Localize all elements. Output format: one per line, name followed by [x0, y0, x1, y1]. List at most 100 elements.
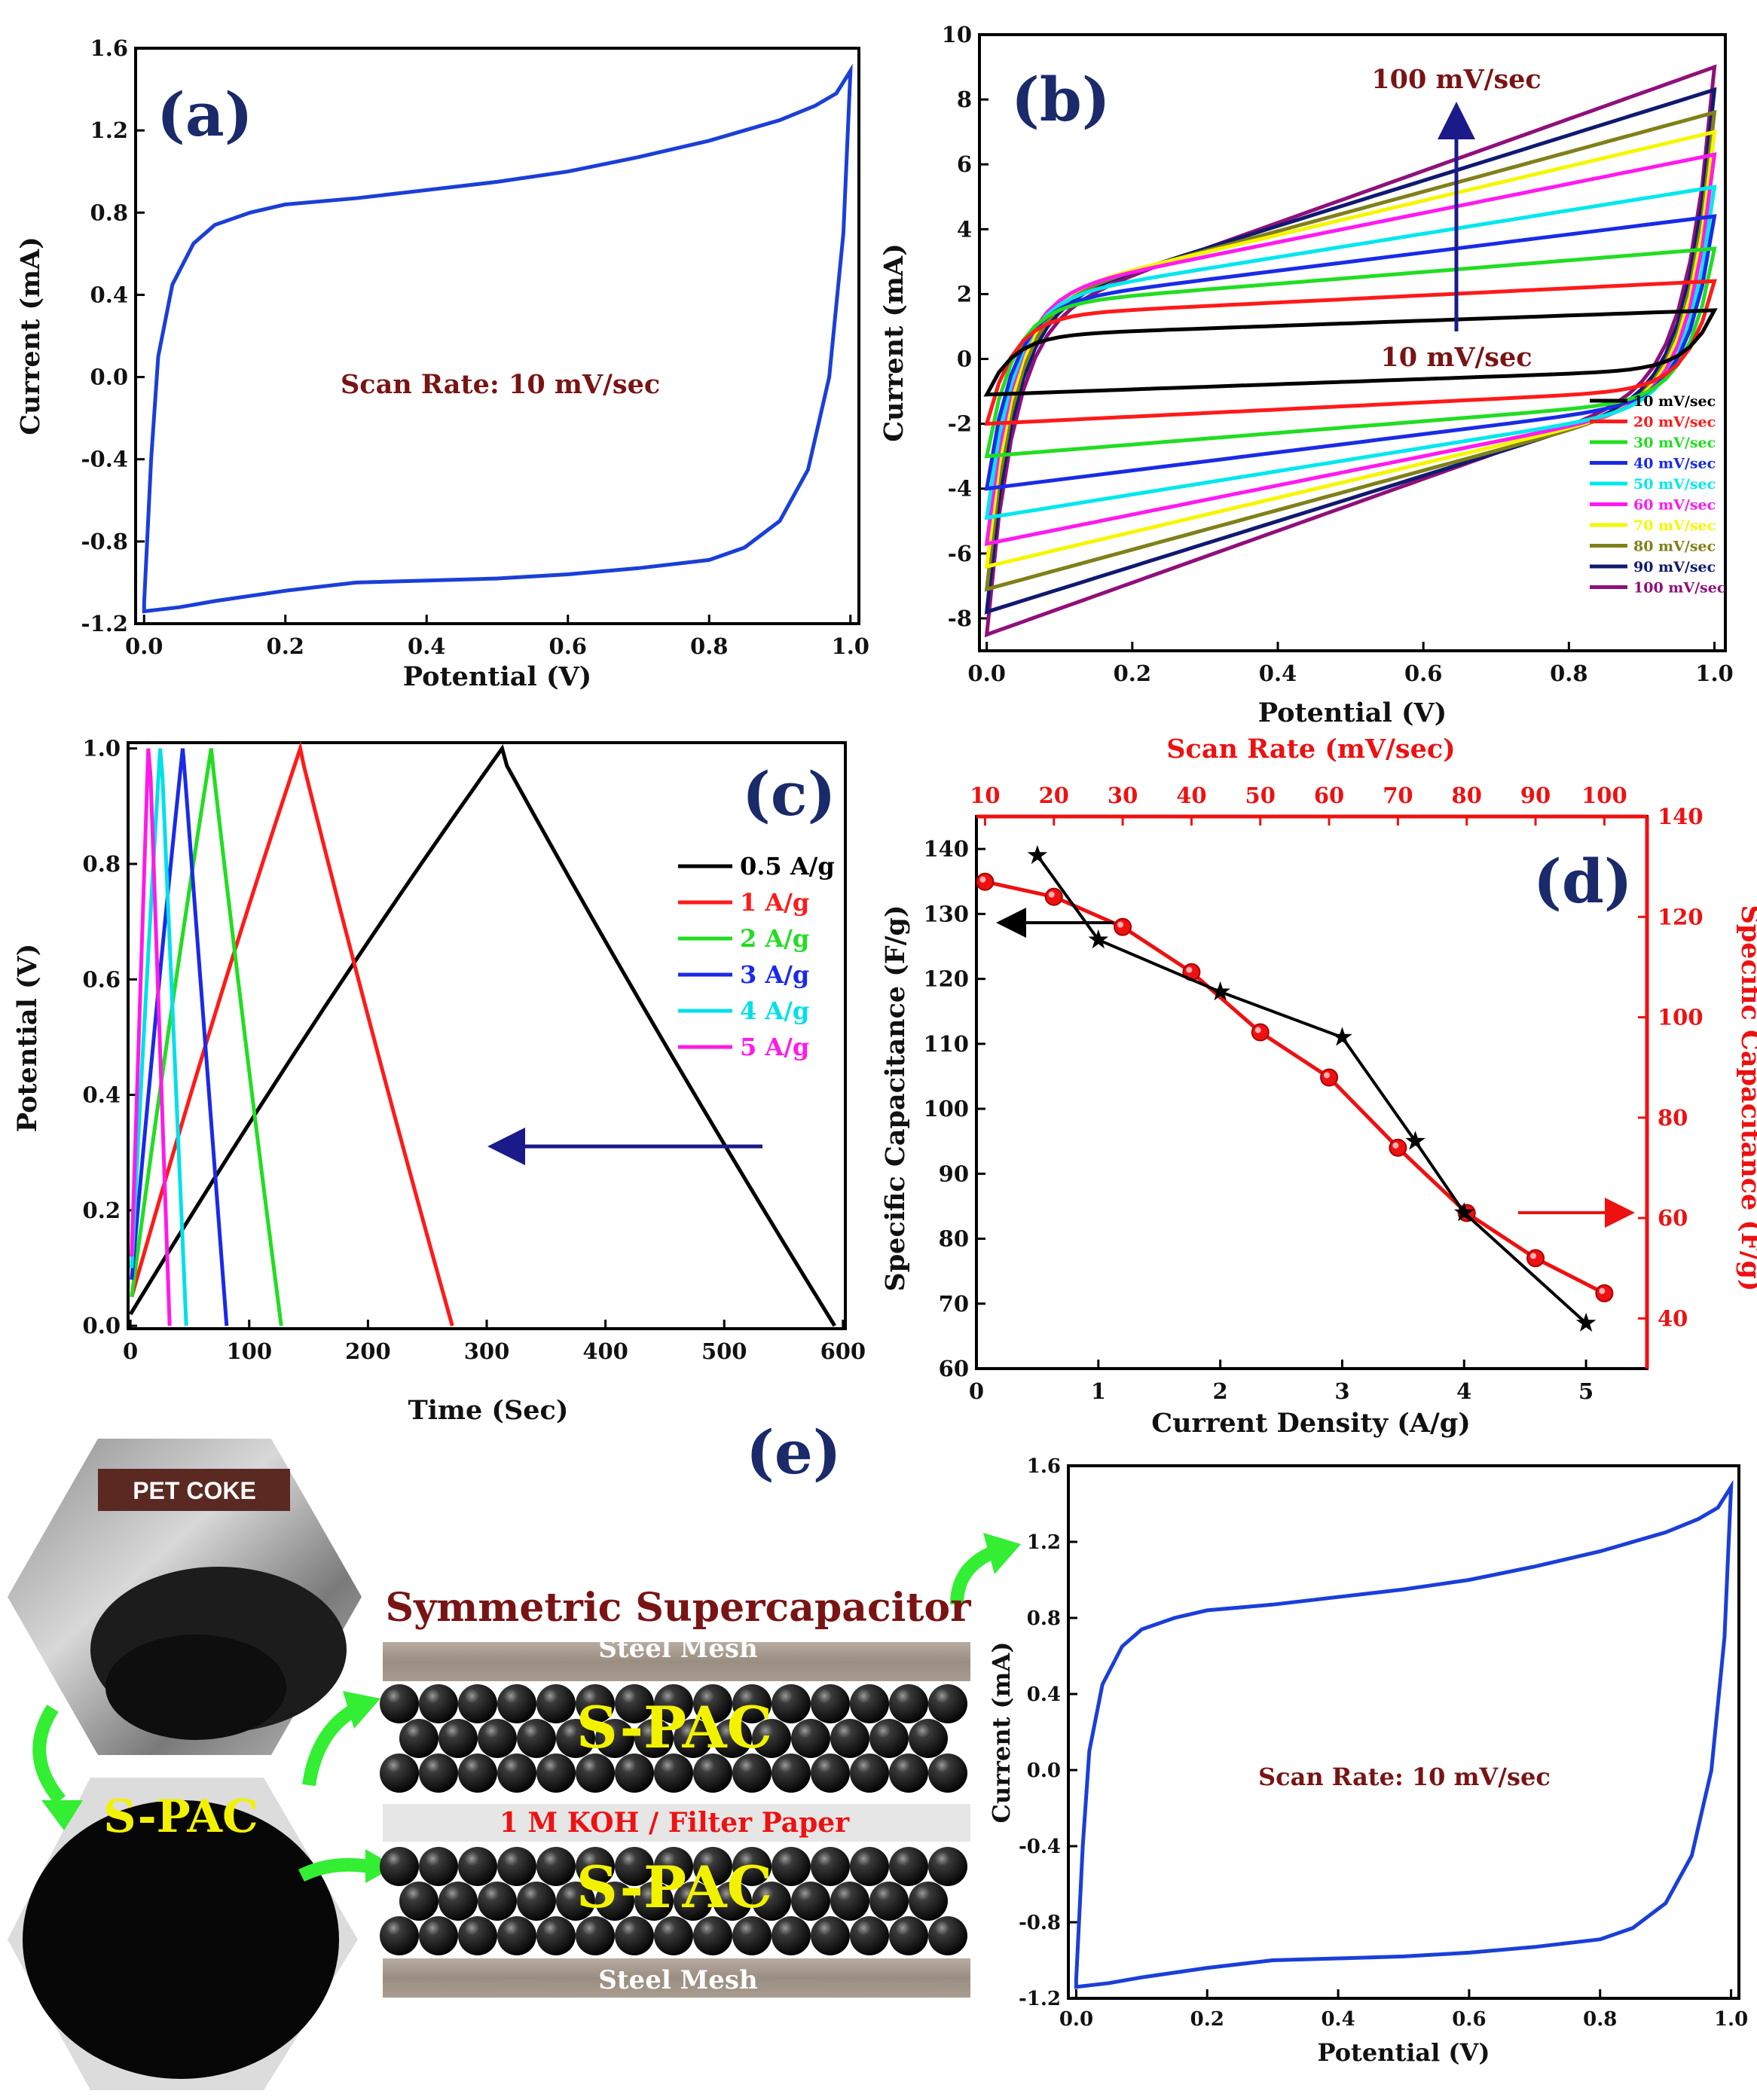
carbon-particle — [399, 1719, 438, 1758]
carbon-particle — [380, 1916, 419, 1955]
carbon-particle — [536, 1916, 576, 1955]
y-tick-label: 0.0 — [83, 1313, 121, 1338]
x-tick-label: 300 — [464, 1338, 510, 1364]
pet-coke-photo: PET COKE — [8, 1439, 362, 1755]
green-arrow-to-device-1-icon — [302, 1704, 358, 1787]
current-density-star — [1454, 1202, 1474, 1222]
gcd-series-1-A-g — [130, 741, 454, 1326]
cv-series-70-mV-sec — [984, 129, 1717, 569]
panel-c-label: (c) — [742, 759, 836, 829]
y-tick-label: 6 — [957, 151, 972, 177]
x-tick-label: 1 — [1091, 1378, 1106, 1404]
y-tick-label: 140 — [923, 836, 969, 862]
gcd-series-4-A-g — [130, 748, 188, 1326]
carbon-particle — [772, 1684, 811, 1723]
carbon-particle — [536, 1847, 576, 1886]
y-tick-label: 1.6 — [1027, 1455, 1061, 1478]
y-tick-label: 120 — [923, 966, 969, 992]
carbon-particle — [458, 1684, 497, 1723]
legend-label: 40 mV/sec — [1633, 456, 1716, 472]
current-density-star — [1210, 981, 1230, 1001]
panel-b: 0.0 0.2 0.4 0.6 0.8 1.0 -8 -6 -4 -2 0 2 4 6 8 10 (b) 10… — [878, 22, 1734, 728]
carbon-particle — [536, 1754, 576, 1793]
panel-a-annotation: Scan Rate: 10 mV/sec — [341, 369, 660, 400]
panel-b-annotation-bottom: 10 mV/sec — [1380, 342, 1532, 373]
scan-rate-point-highlight — [979, 876, 986, 883]
top-x-tick-label: 60 — [1314, 783, 1344, 808]
x-tick-label: 4 — [1456, 1378, 1471, 1404]
y-tick-label: 0.8 — [90, 200, 128, 225]
scan-rate-line — [984, 880, 1606, 1296]
panel-c-frame — [127, 741, 847, 1330]
panel-e-cv-ylabel: Current (mA) — [987, 1642, 1016, 1824]
scan-rate-point-highlight — [1186, 966, 1193, 973]
carbon-particle — [791, 1719, 830, 1758]
carbon-particle — [693, 1916, 732, 1955]
panel-b-frame — [978, 33, 1727, 652]
current-density-star — [1332, 1027, 1352, 1046]
carbon-particle — [615, 1754, 654, 1793]
carbon-particle — [772, 1847, 811, 1886]
legend-label: 5 A/g — [740, 1033, 809, 1061]
carbon-particle — [634, 1882, 674, 1921]
y-tick-label: -0.4 — [1019, 1836, 1061, 1858]
x-tick-label: 5 — [1578, 1378, 1594, 1404]
panel-a-axes: 0.0 0.2 0.4 0.6 0.8 1.0 -1.2 -0.8 -0.4 0.0 0.4 0.8 1… — [81, 35, 869, 659]
y-tick-label: 0.0 — [90, 365, 128, 390]
x-tick-label: 0.0 — [1059, 2008, 1093, 2031]
right-y-tick-label: 100 — [1658, 1005, 1704, 1030]
x-tick-label: 0 — [969, 1378, 984, 1404]
carbon-particle — [889, 1684, 928, 1723]
current-density-star — [1405, 1131, 1425, 1150]
x-tick-label: 0.4 — [408, 633, 445, 659]
carbon-particle — [419, 1684, 458, 1723]
panel-b-legend: 10 mV/sec 20 mV/sec 30 mV/sec 40 mV/sec 50 m… — [1590, 393, 1725, 597]
right-y-tick-label: 40 — [1658, 1305, 1688, 1331]
current-density-star — [1088, 929, 1109, 949]
panel-c-legend: 0.5 A/g 1 A/g 2 A/g 3 A/g 4 A/g 5 A/g — [678, 852, 835, 1061]
carbon-particle — [869, 1882, 909, 1921]
panel-d-ylabel-left: Specific Capacitance (F/g) — [880, 905, 911, 1291]
scan-rate-point-highlight — [1392, 1142, 1399, 1149]
y-tick-label: 0 — [957, 346, 972, 372]
steel-mesh-bottom — [383, 1958, 970, 1998]
legend-label: 0.5 A/g — [740, 852, 835, 881]
x-tick-label: 0.6 — [1404, 661, 1442, 686]
carbon-particle — [811, 1754, 850, 1793]
x-tick-label: 0.2 — [267, 633, 304, 659]
carbon-particle — [556, 1882, 595, 1921]
x-tick-label: 200 — [345, 1338, 391, 1364]
panel-e-cv-axes: 0.0 0.2 0.4 0.6 0.8 1.0 -1.2 -0.8 -0.4 0.0 0.4 0.8 1… — [1019, 1455, 1748, 2031]
carbon-particle — [517, 1882, 556, 1921]
carbon-particle — [497, 1847, 536, 1886]
legend-label: 90 mV/sec — [1633, 559, 1716, 575]
carbon-particle — [772, 1916, 811, 1955]
carbon-particle — [830, 1882, 869, 1921]
y-tick-label: 10 — [942, 22, 972, 47]
x-tick-label: 0.4 — [1259, 661, 1297, 686]
panel-e-label: (e) — [746, 1417, 842, 1488]
carbon-particle — [438, 1882, 478, 1921]
y-tick-label: 2 — [957, 281, 972, 307]
carbon-particle — [811, 1916, 850, 1955]
x-tick-label: 500 — [701, 1338, 747, 1364]
x-tick-label: 3 — [1334, 1378, 1349, 1404]
carbon-particle — [438, 1719, 478, 1758]
carbon-particle — [928, 1754, 967, 1793]
scan-rate-point-highlight — [1117, 921, 1124, 928]
cv-series-60-mV-sec — [984, 152, 1717, 547]
carbon-particle — [674, 1719, 713, 1758]
x-tick-label: 0.4 — [1321, 2008, 1355, 2031]
cv-series-20-mV-sec — [984, 279, 1717, 426]
carbon-particle — [497, 1916, 536, 1955]
carbon-particle — [732, 1754, 772, 1793]
gcd-series-3-A-g — [130, 748, 229, 1326]
y-tick-label: 0.8 — [1027, 1607, 1061, 1630]
panel-a-label: (a) — [157, 79, 253, 150]
panel-e-cv-annotation: Scan Rate: 10 mV/sec — [1258, 1763, 1551, 1791]
carbon-particle — [928, 1916, 967, 1955]
carbon-particle — [732, 1684, 772, 1723]
carbon-particle — [850, 1916, 889, 1955]
y-tick-label: 80 — [939, 1226, 969, 1252]
top-x-tick-label: 40 — [1176, 783, 1206, 808]
